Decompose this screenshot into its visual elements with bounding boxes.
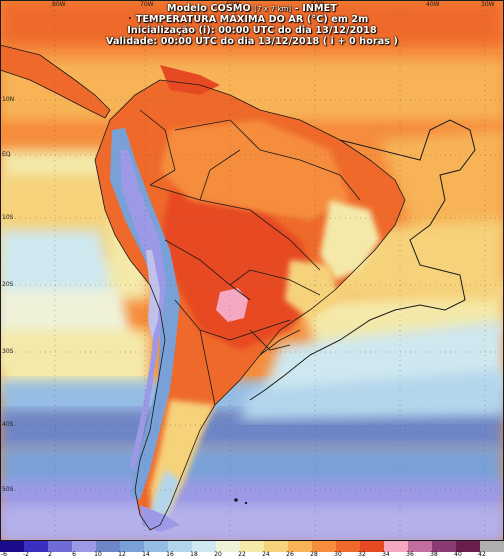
colorbar-cell [72,541,97,552]
maritime-boundary [249,119,476,401]
colorbar-tick-label: 42 [478,551,486,558]
temperature-map[interactable] [0,0,504,541]
colorbar-cell [24,541,49,552]
colorbar-tick-label: 10 [94,551,102,558]
lat-label-10s: 10S [2,214,14,221]
colorbar-cell [456,541,481,552]
colorbar-tick-label: 40 [454,551,462,558]
lon-label-70w: 70W [140,1,154,8]
valid-time: Validade: 00:00 UTC do dia 13/12/2018 ( … [105,36,399,47]
colorbar-cell [96,541,121,552]
model-resolution: [7 x 7 km] [254,5,292,13]
colorbar-cell [288,541,313,552]
model-title: Modelo COSMO [7 x 7 km] - INMET [0,3,504,15]
lat-label-30s: 30S [2,348,14,355]
colorbar-cell [240,541,265,552]
colorbar-cell [216,541,241,552]
colorbar-tick-label: 2 [48,551,52,558]
colorbar-cell [48,541,73,552]
model-name: Modelo COSMO [167,3,251,14]
lon-label-30w: 30W [481,1,495,8]
colorbar-cell [336,541,361,552]
colorbar-tick-label: 20 [214,551,222,558]
lon-label-80w: 80W [52,1,66,8]
south-america-land [0,45,405,532]
colorbar-tick-label: 16 [166,551,174,558]
lat-label-40s: 40S [2,421,14,428]
colorbar-cell [0,541,25,552]
colorbar-tick-label: 34 [382,551,390,558]
colorbar-tick-label: -2 [23,551,29,558]
colorbar-cell [360,541,385,552]
colorbar-tick-label: 30 [334,551,342,558]
ocean-temperature-field [0,0,504,541]
colorbar-tick-label: 36 [406,551,414,558]
lat-label-20s: 20S [2,281,14,288]
colorbar-ticks: -6 -2 2 6 10 12 14 16 18 20 22 24 26 28 30 32 34 36 38 40 42 [0,551,504,559]
colorbar-tick-label: 26 [286,551,294,558]
lon-label-40w: 40W [426,1,440,8]
colorbar-tick-label: 6 [72,551,76,558]
colorbar-cell [312,541,337,552]
lat-label-50s: 50S [2,486,14,493]
colorbar-cell [408,541,433,552]
model-org: - INMET [294,3,337,14]
colorbar-tick-label: 32 [358,551,366,558]
lon-label-60w: 60W [226,1,240,8]
colorbar-tick-label: -6 [1,551,7,558]
colorbar-tick-label: 38 [430,551,438,558]
colorbar-tick-label: 18 [190,551,198,558]
colorbar-tick-label: 28 [310,551,318,558]
colorbar-cell [480,541,504,552]
colorbar-tick-label: 22 [238,551,246,558]
colorbar-cell [432,541,457,552]
variable-title: TEMPERATURA MÁXIMA DO AR (°C) em 2m [135,14,369,25]
lat-label-10n: 10N [2,96,15,103]
colorbar-tick-label: 14 [142,551,150,558]
colorbar-cell [192,541,217,552]
islands [129,17,248,505]
colorbar-cell [144,541,169,552]
colorbar-tick-label: 24 [262,551,270,558]
temperature-colorbar [0,541,504,552]
colorbar-cell [120,541,145,552]
lon-label-50w: 50W [311,1,325,8]
graticule [0,0,504,541]
lat-label-eq: EQ [2,151,11,158]
colorbar-tick-label: 12 [118,551,126,558]
colorbar-cell [168,541,193,552]
init-time: Inicialização (i): 00:00 UTC do dia 13/1… [127,25,377,36]
colorbar-cell [384,541,409,552]
colorbar-cell [264,541,289,552]
